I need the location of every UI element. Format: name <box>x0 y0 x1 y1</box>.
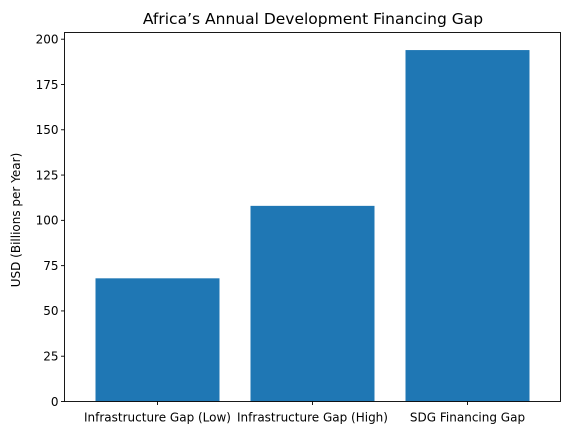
y-tick-label: 50 <box>43 304 58 318</box>
x-tick-label: Infrastructure Gap (Low) <box>84 411 231 425</box>
y-axis-label: USD (Billions per Year) <box>9 153 23 288</box>
bar <box>95 278 220 402</box>
y-tick-label: 75 <box>43 259 58 273</box>
bar <box>250 205 375 402</box>
y-tick-label: 175 <box>36 78 59 92</box>
y-tick-label: 150 <box>36 123 59 137</box>
bar <box>405 50 530 402</box>
bars <box>95 50 530 402</box>
plot-frame <box>64 32 561 402</box>
y-axis-ticks: 0 25 50 75 100 125 150 175 200 <box>36 33 65 409</box>
x-axis-ticks: Infrastructure Gap (Low) Infrastructure G… <box>84 401 525 425</box>
y-tick-label: 200 <box>36 33 59 47</box>
y-tick-label: 100 <box>36 214 59 228</box>
y-tick-label: 125 <box>36 168 59 182</box>
x-tick-label: SDG Financing Gap <box>410 411 525 425</box>
x-tick-label: Infrastructure Gap (High) <box>237 411 388 425</box>
y-tick-label: 25 <box>43 350 58 364</box>
y-tick-label: 0 <box>51 395 59 409</box>
chart-title: Africa’s Annual Development Financing Ga… <box>143 10 483 28</box>
